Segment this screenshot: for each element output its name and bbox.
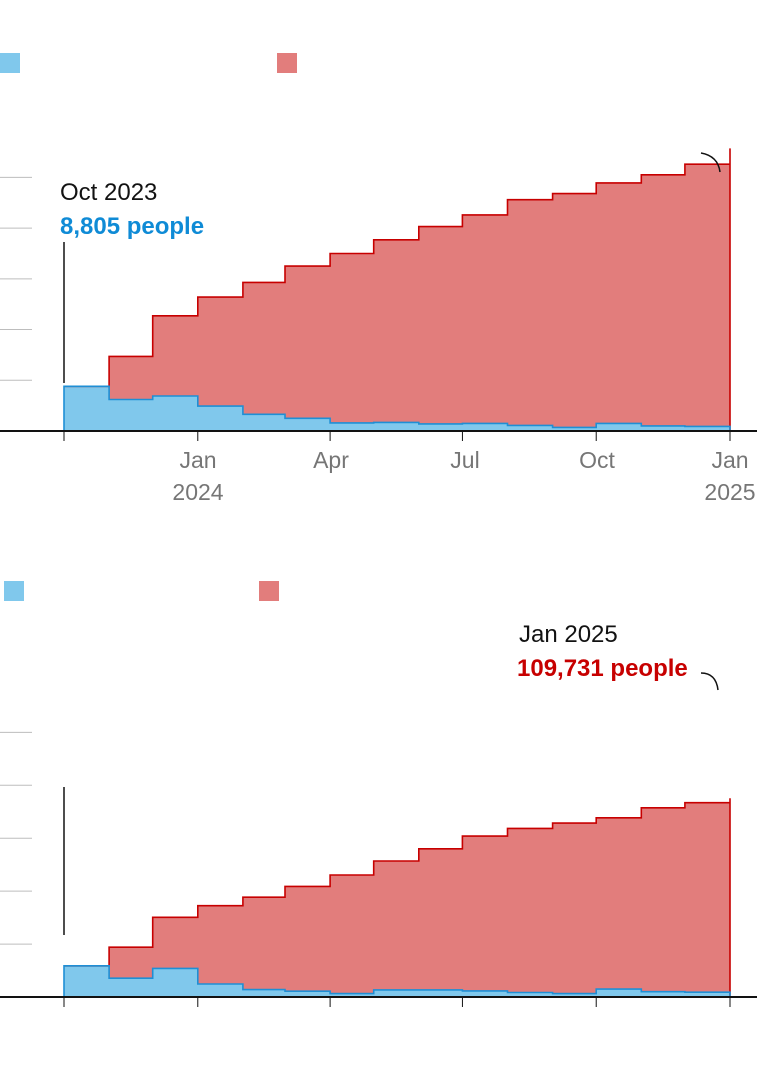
tick-sublabel-2025: 2025 xyxy=(704,479,755,505)
annotation-hook xyxy=(700,672,719,691)
blue-area xyxy=(64,386,730,431)
annotation-date: Jan 2025 xyxy=(519,621,618,648)
legend-swatch-blue xyxy=(4,581,24,601)
legend-swatch-blue xyxy=(0,53,20,73)
tick-label-oct: Oct xyxy=(579,447,615,473)
blue-outline xyxy=(63,385,731,431)
annotation-value: 8,805 people xyxy=(60,213,204,240)
legend-swatch-red xyxy=(277,53,297,73)
stacked-areas xyxy=(63,148,731,431)
blue-area xyxy=(64,965,730,997)
red-area xyxy=(64,148,730,428)
chart-bottom: Jan 2025 109,731 people xyxy=(0,581,757,1007)
annotation-hook xyxy=(700,152,721,173)
tick-label-jan-2025: Jan xyxy=(711,447,748,473)
tick-label-jul: Jul xyxy=(450,447,479,473)
tick-label-jan-2024: Jan xyxy=(179,447,216,473)
gridlines xyxy=(0,176,32,381)
tick-label-apr: Apr xyxy=(313,447,349,473)
chart-top: Oct 2023 8,805 people Jan 2024 Apr Jul O… xyxy=(0,53,757,505)
stacked-areas xyxy=(63,798,731,997)
x-tick-labels: Jan 2024 Apr Jul Oct Jan 2025 xyxy=(172,447,755,505)
tick-sublabel-2024: 2024 xyxy=(172,479,223,505)
x-axis-ticks xyxy=(63,431,731,441)
red-outline xyxy=(64,798,731,997)
legend-swatch-red xyxy=(259,581,279,601)
blue-outline xyxy=(63,965,731,997)
annotation-value: 109,731 people xyxy=(517,655,688,682)
red-area xyxy=(64,798,730,994)
gridlines xyxy=(0,731,32,945)
x-axis-ticks xyxy=(63,997,731,1007)
annotation-date: Oct 2023 xyxy=(60,179,157,206)
red-outline xyxy=(64,148,731,431)
